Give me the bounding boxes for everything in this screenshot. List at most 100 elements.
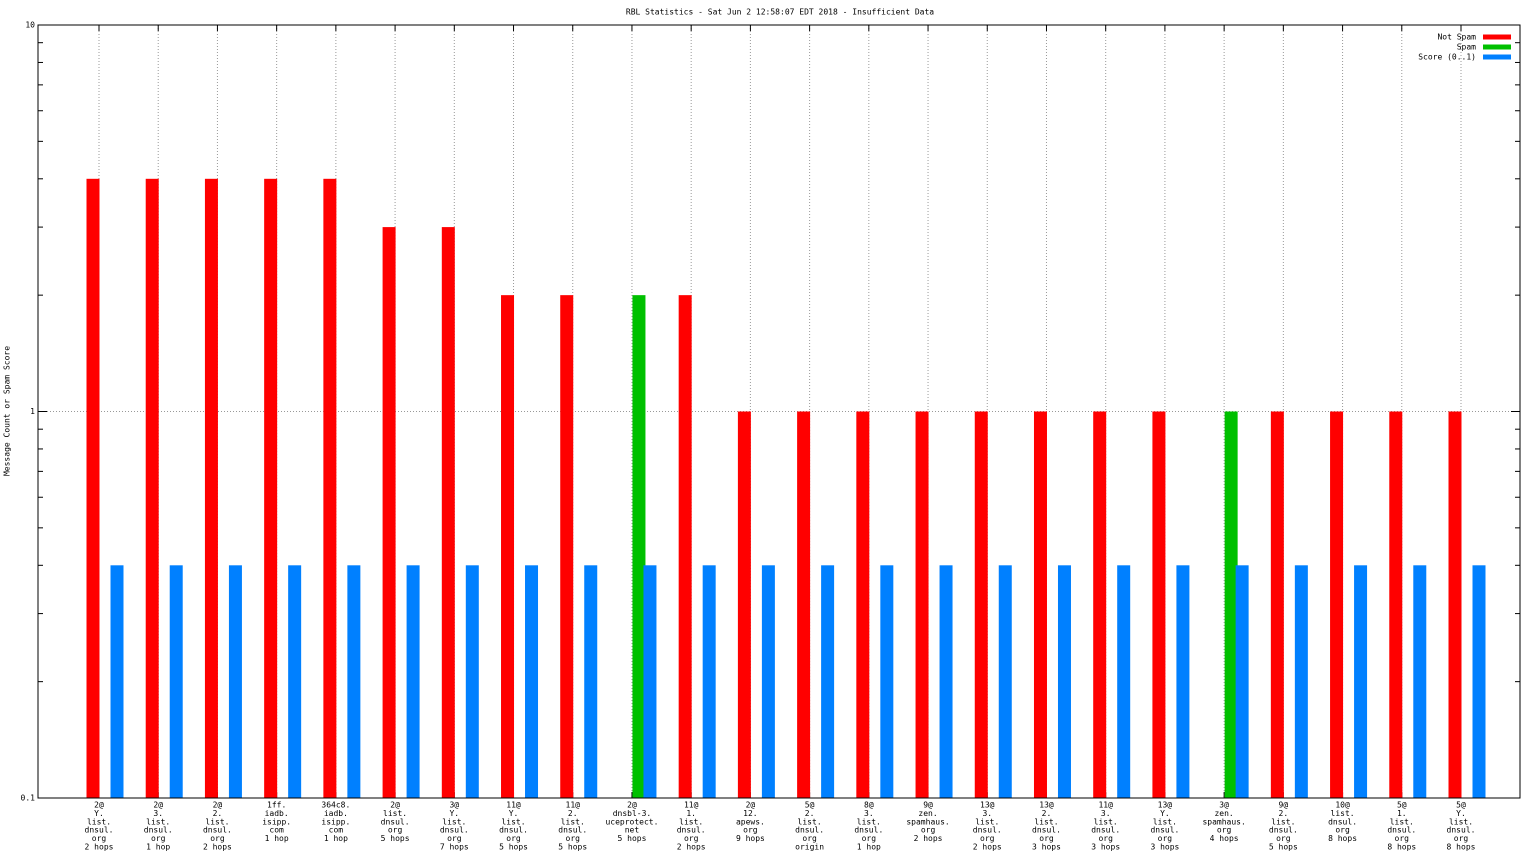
bar <box>204 178 218 798</box>
bar <box>915 411 929 798</box>
x-tick-label: uceprotect. <box>605 817 658 826</box>
x-tick-label: dnsul. <box>1091 826 1120 835</box>
x-tick-label: 5@ <box>1397 801 1407 810</box>
bar <box>1224 411 1238 798</box>
bar <box>228 565 242 798</box>
x-tick-label: dnsul. <box>1328 817 1357 826</box>
bar <box>737 411 751 798</box>
bar <box>702 565 716 798</box>
x-tick-label: Y. <box>449 809 459 818</box>
x-tick-label: dnsul. <box>144 826 173 835</box>
legend-label: Score (0..1) <box>1418 53 1476 62</box>
legend-swatch <box>1483 44 1511 50</box>
x-tick-label: 5 hops <box>381 834 410 843</box>
bar <box>1093 411 1107 798</box>
x-tick-label: org <box>684 834 699 843</box>
x-tick-label: 9 hops <box>736 834 765 843</box>
x-tick-label: list. <box>146 817 170 826</box>
x-tick-label: 11@ <box>1098 801 1113 810</box>
x-tick-label: list. <box>1271 817 1295 826</box>
bar <box>1033 411 1047 798</box>
x-tick-label: list. <box>1153 817 1177 826</box>
x-tick-label: list. <box>87 817 111 826</box>
x-tick-label: 3@ <box>1219 801 1229 810</box>
x-tick-label: dnsul. <box>677 826 706 835</box>
x-tick-label: org <box>388 826 403 835</box>
bar <box>761 565 775 798</box>
x-tick-label: 3 hops <box>1091 843 1120 852</box>
x-tick-label: org <box>1454 834 1469 843</box>
legend-label: Not Spam <box>1437 33 1476 42</box>
x-tick-label: dnsul. <box>973 826 1002 835</box>
bar <box>560 295 574 798</box>
x-tick-label: spamhaus. <box>1202 817 1245 826</box>
x-tick-label: 2 hops <box>914 834 943 843</box>
x-tick-label: 364c8. <box>321 801 350 810</box>
bar <box>1270 411 1284 798</box>
x-tick-label: 11@ <box>684 801 699 810</box>
x-tick-label: org <box>1335 826 1350 835</box>
x-tick-label: org <box>447 834 462 843</box>
x-tick-label: list. <box>442 817 466 826</box>
x-tick-label: 5 hops <box>558 843 587 852</box>
x-tick-label: list. <box>857 817 881 826</box>
x-tick-label: dnsbl-3. <box>613 809 652 818</box>
chart-title: RBL Statistics - Sat Jun 2 12:58:07 EDT … <box>626 8 934 17</box>
x-tick-label: Y. <box>509 809 519 818</box>
y-axis-label: Message Count or Spam Score <box>3 346 12 476</box>
x-tick-label: 8 hops <box>1328 834 1357 843</box>
x-tick-label: dnsul. <box>1150 826 1179 835</box>
x-tick-label: 3. <box>982 809 992 818</box>
x-tick-label: org <box>1039 834 1054 843</box>
x-tick-label: org <box>802 834 817 843</box>
bar <box>880 565 894 798</box>
x-tick-label: isipp. <box>321 817 350 826</box>
bar <box>323 178 337 798</box>
x-tick-label: 3. <box>1101 809 1111 818</box>
x-tick-label: 1 hop <box>265 834 289 843</box>
x-tick-label: 1 hop <box>324 834 348 843</box>
x-tick-label: 3@ <box>449 801 459 810</box>
x-tick-label: 5 hops <box>1269 843 1298 852</box>
x-tick-label: 2@ <box>213 801 223 810</box>
legend-swatch <box>1483 34 1511 40</box>
x-tick-label: 9@ <box>923 801 933 810</box>
x-tick-label: org <box>151 834 166 843</box>
x-tick-label: 3 hops <box>1150 843 1179 852</box>
x-tick-label: dnsul. <box>1387 826 1416 835</box>
bar <box>406 565 420 798</box>
x-tick-label: 2 hops <box>973 843 1002 852</box>
x-tick-label: 5@ <box>1456 801 1466 810</box>
x-tick-label: 11@ <box>506 801 521 810</box>
x-tick-label: zen. <box>1214 809 1233 818</box>
x-tick-label: 2@ <box>627 801 637 810</box>
bar <box>584 565 598 798</box>
x-tick-label: list. <box>501 817 525 826</box>
x-tick-label: 8 hops <box>1447 843 1476 852</box>
x-tick-label: 1ff. <box>267 801 286 810</box>
x-tick-label: zen. <box>918 809 937 818</box>
x-tick-label: 4 hops <box>1210 834 1239 843</box>
y-tick-label: 1 <box>30 407 35 416</box>
x-tick-label: list. <box>798 817 822 826</box>
bar <box>1472 565 1486 798</box>
x-tick-label: iadb. <box>324 809 348 818</box>
x-tick-label: 11@ <box>566 801 581 810</box>
bar <box>1330 411 1344 798</box>
x-tick-label: 8@ <box>864 801 874 810</box>
x-tick-label: list. <box>679 817 703 826</box>
x-tick-label: org <box>921 826 936 835</box>
bar <box>1235 565 1249 798</box>
x-tick-label: dnsul. <box>1032 826 1061 835</box>
legend-label: Spam <box>1457 43 1476 52</box>
x-tick-label: list. <box>383 809 407 818</box>
x-tick-label: Y. <box>1160 809 1170 818</box>
bar <box>145 178 159 798</box>
bar <box>1354 565 1368 798</box>
bar <box>441 227 455 798</box>
x-tick-label: list. <box>1449 817 1473 826</box>
y-tick-label: 0.1 <box>21 794 36 803</box>
x-tick-label: 2@ <box>94 801 104 810</box>
